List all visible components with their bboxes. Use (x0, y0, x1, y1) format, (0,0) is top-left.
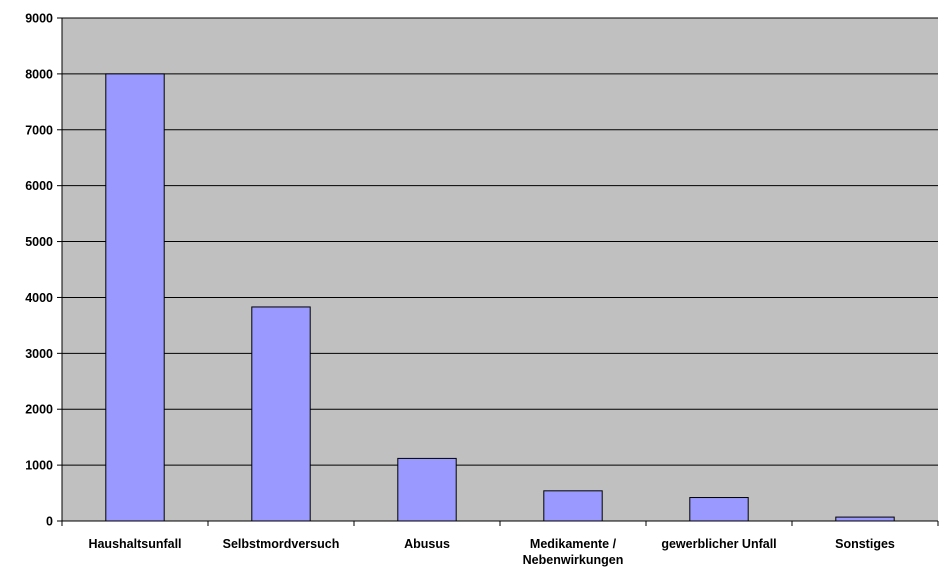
y-tick-label: 7000 (25, 123, 53, 137)
x-category-label: gewerblicher Unfall (661, 537, 776, 551)
y-tick-label: 4000 (25, 291, 53, 305)
x-category-label-line: Abusus (404, 537, 450, 551)
x-category-label: Medikamente / Nebenwirkungen (523, 537, 624, 567)
y-tick-label: 5000 (25, 235, 53, 249)
plot-area (62, 18, 938, 521)
y-tick-label: 1000 (25, 459, 53, 473)
y-tick-label: 8000 (25, 67, 53, 81)
bar (251, 306, 311, 522)
bar (543, 490, 603, 522)
y-axis-tick-labels: 0 1000 2000 3000 4000 5000 6000 7000 8000 9000 (25, 12, 53, 529)
y-tick-label: 6000 (25, 179, 53, 193)
x-category-label-line: Medikamente / (530, 537, 617, 551)
axes (57, 17, 939, 526)
x-category-label-line: gewerblicher Unfall (661, 537, 776, 551)
y-tick-label: 9000 (25, 12, 53, 26)
x-category-label: Abusus (404, 537, 450, 551)
y-tick-label: 0 (46, 515, 53, 529)
bar (689, 497, 749, 522)
x-category-label: Haushaltsunfall (88, 537, 181, 551)
x-category-label: Sonstiges (835, 537, 895, 551)
bars (105, 73, 895, 522)
bar (397, 457, 457, 522)
x-category-label-line: Sonstiges (835, 537, 895, 551)
gridlines (62, 17, 938, 466)
x-category-label: Selbstmordversuch (223, 537, 340, 551)
x-category-label-line: Selbstmordversuch (223, 537, 340, 551)
y-tick-label: 2000 (25, 403, 53, 417)
x-axis-category-labels: Haushaltsunfall Selbstmordversuch Abusus Me… (88, 537, 894, 567)
bar (835, 516, 895, 522)
x-category-label-line: Nebenwirkungen (523, 553, 624, 567)
y-tick-label: 3000 (25, 347, 53, 361)
x-category-label-line: Haushaltsunfall (88, 537, 181, 551)
bar (105, 73, 165, 522)
